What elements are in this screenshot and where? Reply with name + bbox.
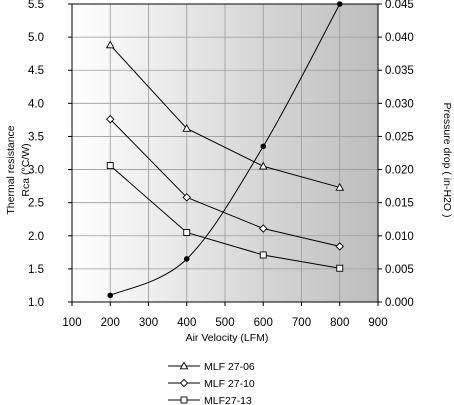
x-tick-label: 900: [368, 317, 387, 329]
marker-diamond: [179, 378, 189, 388]
legend-label: MLF 27-06: [204, 361, 255, 373]
x-axis-title: Air Velocity (LFM): [186, 332, 269, 344]
x-axis: 100 200 300 400 500 600 700 800 900: [62, 302, 388, 329]
legend-label: MLF27-13: [204, 395, 252, 405]
y-axis-title: Thermal resistance: [5, 125, 17, 214]
y2-tick-label: 0.045: [385, 0, 414, 11]
marker-triangle: [179, 361, 189, 370]
marker-triangle: [335, 182, 345, 191]
y-tick-label: 3.5: [28, 131, 44, 143]
y-tick-label: 5.0: [28, 32, 44, 44]
series-line: [109, 165, 340, 269]
x-tick-label: 500: [215, 317, 234, 329]
y-tick-label: 1.5: [28, 264, 44, 276]
series-line: [110, 3, 341, 296]
marker-dot: [107, 292, 114, 299]
y-axis-right: 0.000 0.005 0.010 0.015 0.020 0.025 0.030 0.035…: [378, 0, 414, 309]
y-axis-left: 1.0 1.5 2.0 2.5 3.0 3.5 4.0 4.5 5.0 5.5: [28, 0, 72, 309]
marker-diamond: [335, 242, 344, 251]
marker-diamond: [106, 114, 115, 124]
legend-item: MLF 27-06: [168, 361, 255, 373]
series-mlf-27-10: [106, 114, 344, 251]
legend: MLF 27-06 MLF 27-10 MLF27-13: [168, 361, 255, 405]
y2-tick-label: 0.010: [385, 231, 414, 243]
y-tick-label: 2.0: [28, 231, 44, 243]
marker-triangle: [182, 123, 192, 132]
y-tick-label: 3.0: [28, 165, 44, 177]
marker-square: [180, 396, 188, 404]
x-tick-label: 800: [330, 317, 349, 329]
y2-axis-title: Pressure drop ( in-H2O ): [441, 103, 453, 218]
marker-diamond: [182, 193, 191, 202]
series-mlf27-13: [106, 162, 344, 272]
x-tick-label: 300: [139, 317, 158, 329]
y2-tick-label: 0.005: [385, 264, 414, 276]
grid: [72, 4, 378, 302]
marker-square: [106, 162, 114, 170]
marker-dot: [183, 256, 190, 262]
y-axis-subtitle: Rca (°C/W): [20, 143, 32, 196]
y-tick-label: 5.5: [28, 0, 44, 11]
marker-dot: [260, 143, 267, 150]
legend-label: MLF 27-10: [204, 378, 255, 390]
marker-square: [183, 229, 191, 236]
y2-tick-label: 0.040: [385, 32, 414, 44]
y2-tick-label: 0.030: [385, 98, 414, 110]
y2-tick-label: 0.000: [385, 297, 414, 309]
x-tick-label: 600: [254, 317, 273, 329]
x-tick-label: 200: [101, 317, 120, 329]
y2-tick-label: 0.025: [385, 131, 414, 143]
y-tick-label: 4.5: [28, 65, 44, 77]
legend-item: MLF27-13: [168, 395, 252, 405]
marker-square: [259, 251, 267, 259]
series-pressure-drop: [107, 1, 343, 299]
x-tick-label: 100: [62, 317, 81, 329]
y-tick-label: 4.0: [28, 98, 44, 110]
marker-dot: [336, 1, 343, 7]
legend-item: MLF 27-10: [168, 378, 255, 390]
y-tick-label: 1.0: [28, 297, 44, 309]
x-tick-label: 400: [177, 317, 196, 329]
series-line: [109, 118, 340, 247]
series-mlf-27-06: [105, 40, 345, 191]
y-tick-label: 2.5: [28, 198, 44, 210]
marker-square: [336, 264, 344, 272]
marker-triangle: [105, 40, 115, 49]
marker-diamond: [259, 224, 268, 233]
y2-tick-label: 0.035: [385, 65, 414, 77]
y2-tick-label: 0.015: [385, 198, 414, 210]
y2-tick-label: 0.020: [385, 165, 414, 177]
x-tick-label: 700: [292, 317, 311, 329]
series-layer: [105, 1, 345, 299]
marker-triangle: [258, 161, 268, 170]
series-line: [109, 44, 340, 188]
